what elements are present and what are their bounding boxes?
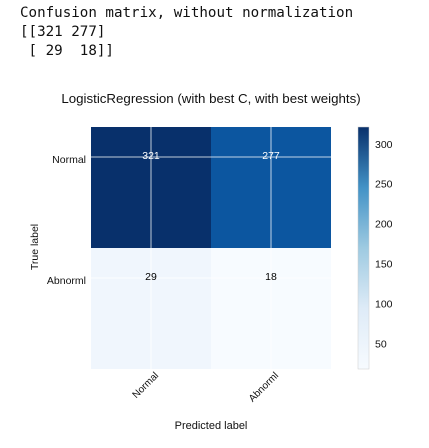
colorbar-tick-label: 50 (375, 338, 387, 350)
console-heading: Confusion matrix, without normalization (20, 5, 354, 21)
colorbar-tick-labels: 50 100 150 200 250 300 (375, 139, 393, 351)
console-matrix-line-2: [ 29 18]] (20, 43, 114, 59)
x-tick-label: Abnorml (247, 370, 281, 404)
colorbar: 50 100 150 200 250 300 (357, 126, 393, 370)
colorbar-gradient (357, 126, 370, 370)
x-axis-label: Predicted label (175, 420, 248, 432)
cell-value-label: 18 (265, 271, 277, 283)
heatmap-cell-labels: 321 277 29 18 (142, 150, 280, 283)
chart-title: LogisticRegression (with best C, with be… (61, 91, 360, 106)
y-axis-label: True label (29, 224, 41, 270)
cell-value-label: 29 (145, 271, 157, 283)
heatmap-gridlines (91, 127, 331, 369)
y-tick-label: Abnorml (47, 275, 86, 287)
heatmap-cells (91, 127, 331, 369)
cell-value-label: 277 (262, 150, 280, 162)
x-tick-labels: Normal Abnorml (131, 370, 282, 404)
colorbar-tick-label: 300 (375, 139, 393, 151)
console-matrix-line-1: [[321 277] (20, 24, 106, 40)
colorbar-tick-label: 150 (375, 259, 393, 271)
cell-value-label: 321 (142, 150, 160, 162)
y-tick-labels: Normal Abnorml (47, 154, 86, 287)
colorbar-tick-label: 250 (375, 179, 393, 191)
colorbar-tick-label: 200 (375, 219, 393, 231)
x-tick-label: Normal (131, 370, 162, 401)
y-tick-label: Normal (52, 154, 86, 166)
colorbar-tick-label: 100 (375, 299, 393, 311)
